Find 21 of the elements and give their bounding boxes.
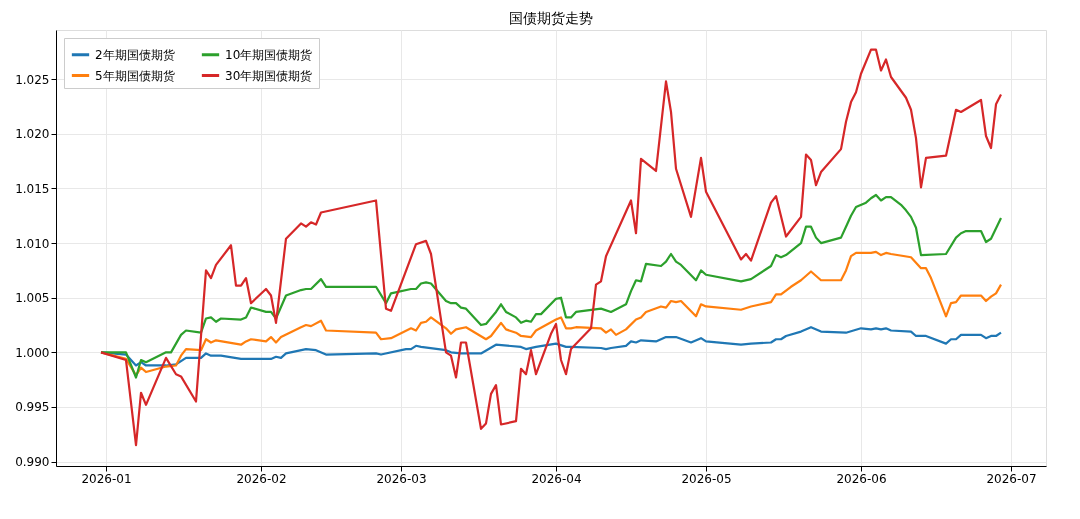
legend-label: 5年期国债期货 xyxy=(95,68,175,83)
y-tick-label: 1.015 xyxy=(15,181,50,196)
x-tick-label: 2026-05 xyxy=(681,471,732,486)
legend-label: 2年期国债期货 xyxy=(95,47,175,62)
x-tick-label: 2026-01 xyxy=(81,471,132,486)
x-tick-label: 2026-02 xyxy=(236,471,287,486)
y-tick-label: 1.025 xyxy=(15,72,50,87)
y-tick-label: 0.995 xyxy=(15,400,50,415)
y-tick-label: 1.010 xyxy=(15,236,50,251)
x-tick-label: 2026-06 xyxy=(836,471,887,486)
y-tick-label: 1.000 xyxy=(15,345,50,360)
legend-label: 10年期国债期货 xyxy=(225,47,313,62)
y-tick-label: 1.005 xyxy=(15,291,50,306)
legend-label: 30年期国债期货 xyxy=(225,68,313,83)
x-tick-label: 2026-07 xyxy=(986,471,1037,486)
chart-title: 国债期货走势 xyxy=(509,10,593,26)
x-tick-label: 2026-04 xyxy=(531,471,582,486)
x-tick-label: 2026-03 xyxy=(376,471,427,486)
y-tick-label: 0.990 xyxy=(15,455,50,470)
line-series xyxy=(99,193,1003,379)
y-tick-label: 1.020 xyxy=(15,127,50,142)
